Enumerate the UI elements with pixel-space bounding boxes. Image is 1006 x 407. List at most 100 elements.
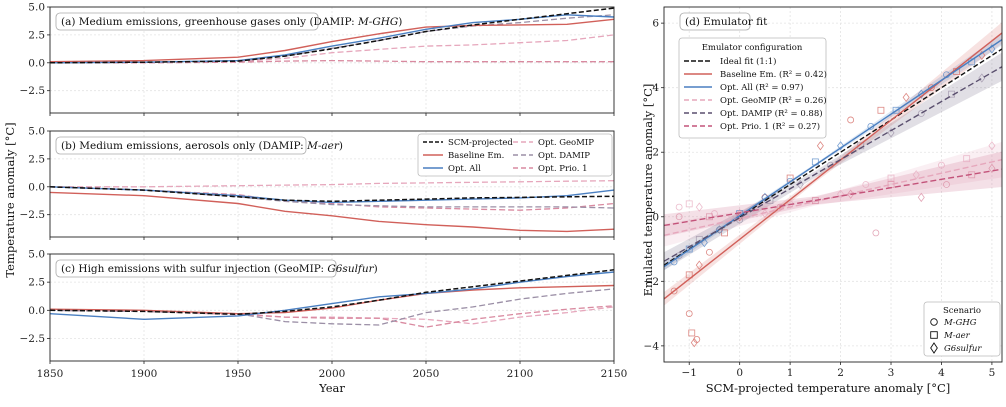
scatter-point-opt-geomip — [862, 181, 870, 188]
scatter-panel: −1 0 1 2 3 4 5 6 4 2 0 −2 −4 — [644, 6, 1003, 379]
scatter-point-opt-all — [786, 177, 794, 185]
scatter-point-opt-geomip — [988, 141, 996, 151]
x-tick-1900: 1900 — [131, 368, 158, 380]
scenario-legend: Scenario M-GHG M-aer G6sulfur — [923, 301, 1001, 357]
legend-fit-opt-geomip: Opt. GeoMIP (R² = 0.26) — [720, 95, 827, 106]
scatter-point-opt-damip — [796, 179, 804, 190]
y-tick-label: 0.0 — [28, 305, 45, 317]
scatter-y-tick-label: 2 — [652, 147, 659, 159]
scatter-point-baseline-em — [688, 329, 696, 337]
y-tick-label: 2.5 — [28, 29, 45, 41]
legend-opt-damip: Opt. DAMIP — [538, 151, 590, 161]
scatter-title: (d) Emulator fit — [685, 16, 768, 28]
scatter-x-tick-label: 5 — [989, 367, 996, 379]
scatter-point-opt-geomip — [761, 208, 769, 219]
y-tick-label: −2.5 — [20, 209, 46, 221]
panel-b-title-box: (b) Medium emissions, aerosols only (DAM… — [55, 136, 343, 155]
legend-baseline: Baseline Em. — [448, 151, 504, 161]
scatter-point-baseline-em — [695, 260, 703, 270]
scatter-point-opt-prio-1 — [776, 203, 784, 211]
scatter-config-legend: Emulator configuration Ideal fit (1:1) B… — [678, 37, 827, 139]
panel-c: 5.0 2.5 0.0 −2.5 — [20, 249, 615, 364]
series-line-baseline-em — [49, 18, 615, 63]
legend-fit-opt-damip: Opt. DAMIP (R² = 0.88) — [720, 108, 823, 119]
scatter-point-baseline-em — [670, 287, 678, 295]
scatter-point-opt-all — [761, 192, 769, 203]
panel-b-title: (b) Medium emissions, aerosols only (DAM… — [61, 140, 343, 152]
fit-line-opt-prio-1 — [664, 168, 1002, 227]
scatter-point-baseline-em — [902, 92, 910, 103]
y-tick-label: 5.0 — [28, 2, 45, 14]
fit-line-ideal-fit-1-1 — [664, 48, 1002, 266]
scatter-point-baseline-em — [721, 229, 728, 237]
scatter-point-baseline-em — [927, 84, 935, 92]
scatter-y-tick-label: −2 — [644, 276, 659, 288]
scenario-maer: M-aer — [943, 331, 971, 341]
y-tick-label: 5.0 — [28, 126, 45, 138]
scatter-point-baseline-em — [693, 336, 701, 343]
scatter-frame — [663, 6, 1003, 363]
scatter-xlabel: SCM-projected temperature anomaly [°C] — [706, 381, 951, 395]
scatter-point-baseline-em — [847, 116, 855, 124]
scatter-x-tick-label: 0 — [736, 367, 743, 379]
scatter-point-opt-geomip — [963, 155, 971, 163]
y-tick-label: 0.0 — [28, 181, 45, 193]
scatter-point-opt-geomip — [695, 202, 703, 212]
scatter-point-baseline-em — [690, 337, 698, 348]
series-line-opt-geomip — [50, 180, 615, 188]
scatter-point-opt-geomip — [887, 174, 895, 182]
scatter-point-opt-geomip — [685, 200, 693, 208]
panel-c-title-box: (c) High emissions with sulfur injection… — [55, 259, 378, 278]
series-line-opt-prio-1 — [50, 59, 614, 64]
scatter-x-tick-label: −1 — [681, 367, 696, 379]
scatter-x-tick-label: 4 — [938, 367, 945, 379]
series-line-opt-all — [49, 271, 615, 320]
panel-frame — [49, 130, 615, 238]
y-tick-label: 2.5 — [28, 153, 45, 165]
scatter-y-tick-label: 4 — [652, 82, 659, 94]
series-line-scm-projected — [49, 269, 615, 316]
y-tick-label: 5.0 — [28, 249, 45, 261]
x-tick-2100: 2100 — [507, 368, 534, 380]
diamond-marker-icon — [930, 342, 938, 354]
legend-fit-opt-prio1: Opt. Prio. 1 (R² = 0.27) — [720, 121, 820, 132]
legend-opt-prio1: Opt. Prio. 1 — [538, 164, 588, 174]
scatter-point-baseline-em — [685, 310, 693, 317]
scatter-point-opt-damip — [887, 128, 895, 138]
panel-frame — [49, 6, 615, 114]
scatter-point-baseline-em — [816, 141, 824, 151]
scatter-ylabel: Emulated temperature anomaly [°C] — [641, 84, 655, 297]
scatter-title-box: (d) Emulator fit — [679, 12, 768, 31]
scatter-plot-area — [664, 22, 1002, 348]
scatter-point-baseline-em — [685, 271, 693, 279]
fit-line-opt-damip — [664, 66, 1002, 262]
scatter-point-opt-geomip — [837, 189, 845, 199]
legend-ideal: Ideal fit (1:1) — [720, 56, 776, 67]
scatter-point-opt-prio-1 — [872, 229, 880, 237]
panel-c-title: (c) High emissions with sulfur injection… — [61, 263, 378, 275]
scenario-g6sulfur: G6sulfur — [944, 344, 982, 354]
x-tick-2050: 2050 — [413, 368, 440, 380]
series-line-opt-damip — [49, 186, 615, 209]
timeseries-legend: SCM-projected Baseline Em. Opt. All Opt.… — [417, 133, 613, 177]
panel-frame — [49, 253, 615, 362]
scatter-y-tick-label: 6 — [652, 18, 659, 30]
legend-fit-opt-all: Opt. All (R² = 0.97) — [720, 82, 803, 93]
y-tick-label: −2.5 — [20, 85, 46, 97]
legend-fit-baseline: Baseline Em. (R² = 0.42) — [720, 69, 827, 80]
series-line-scm-projected — [49, 7, 615, 64]
scatter-point-opt-prio-1 — [675, 213, 683, 221]
scatter-point-opt-geomip — [938, 161, 945, 169]
scatter-x-tick-label: 1 — [787, 367, 794, 379]
timeseries-xlabel: Year — [318, 381, 345, 395]
series-line-baseline-em — [49, 284, 615, 315]
config-legend-title: Emulator configuration — [702, 43, 803, 53]
x-tick-2150: 2150 — [601, 368, 628, 380]
scatter-point-opt-all — [837, 141, 845, 151]
legend-opt-geomip: Opt. GeoMIP — [538, 138, 594, 148]
timeseries-x-ticks: 1850 1900 1950 2000 2050 2100 2150 — [37, 368, 628, 380]
scatter-point-opt-damip — [917, 110, 925, 117]
circle-marker-icon — [930, 318, 938, 326]
panel-a-title-box: (a) Medium emissions, greenhouse gases o… — [55, 12, 402, 31]
